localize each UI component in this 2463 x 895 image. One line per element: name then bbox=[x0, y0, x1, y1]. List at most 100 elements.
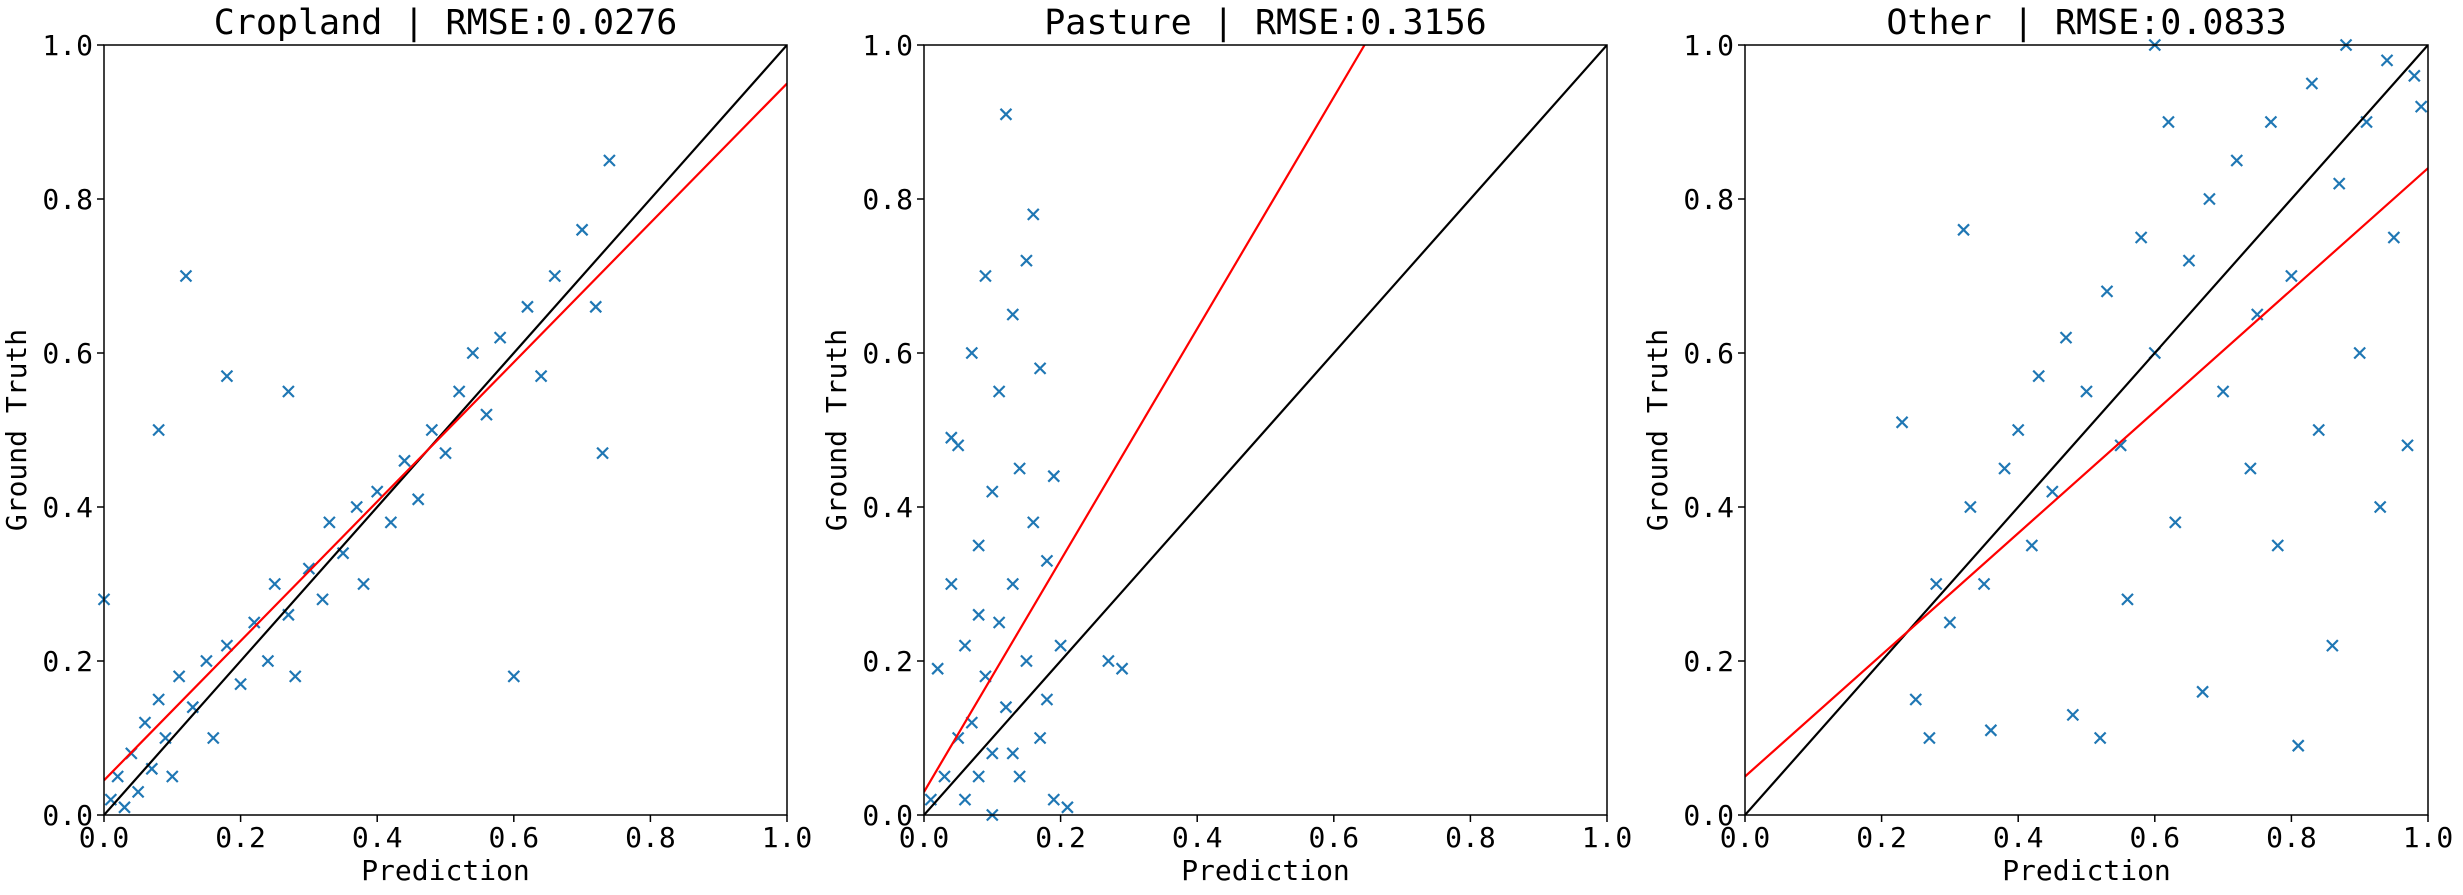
scatter-point bbox=[958, 793, 972, 806]
scatter-point bbox=[534, 369, 548, 383]
scatter-point bbox=[938, 770, 951, 783]
scatter-point bbox=[111, 770, 124, 783]
y-tick-label: 0.4 bbox=[42, 491, 93, 524]
scatter-point bbox=[986, 747, 999, 760]
scatter-point bbox=[2121, 593, 2134, 606]
scatter-point bbox=[2408, 69, 2421, 83]
scatter-point bbox=[2134, 231, 2148, 244]
scatter-point bbox=[131, 785, 145, 799]
scatter-point bbox=[282, 385, 295, 398]
scatter-point bbox=[2203, 192, 2216, 206]
scatter-point bbox=[1984, 724, 1998, 737]
scatter-point bbox=[1020, 654, 1033, 668]
scatter-point bbox=[999, 108, 1013, 121]
x-tick-label: 0.4 bbox=[352, 821, 403, 854]
scatter-point bbox=[234, 677, 247, 691]
scatter-point bbox=[1033, 731, 1047, 745]
scatter-point bbox=[2032, 369, 2045, 383]
x-tick-label: 0.0 bbox=[79, 821, 130, 854]
scatter-point bbox=[2169, 516, 2182, 529]
scatter-point bbox=[2285, 269, 2298, 283]
scatter-point bbox=[261, 654, 275, 668]
scatter-point bbox=[179, 269, 193, 283]
y-axis-label: Ground Truth bbox=[1641, 329, 1674, 531]
scatter-point bbox=[1047, 793, 1061, 806]
scatter-point bbox=[2114, 439, 2127, 452]
scatter-point bbox=[2216, 385, 2230, 398]
scatter-point bbox=[493, 331, 507, 344]
scatter-point bbox=[2162, 115, 2175, 129]
fit-line bbox=[1745, 45, 2428, 815]
scatter-point bbox=[1047, 469, 1061, 483]
scatter-point bbox=[992, 616, 1006, 629]
y-tick-label: 1.0 bbox=[1683, 29, 1734, 62]
scatter-point bbox=[439, 446, 452, 460]
x-tick-label: 0.4 bbox=[1993, 821, 2044, 854]
scatter-point bbox=[1957, 223, 1970, 237]
scatter-point bbox=[370, 485, 384, 498]
scatter-point bbox=[323, 516, 336, 529]
x-tick-label: 0.6 bbox=[489, 821, 540, 854]
chart-title: Pasture | RMSE:0.3156 bbox=[1044, 3, 1487, 43]
scatter-point bbox=[316, 593, 329, 606]
scatter-point bbox=[2093, 731, 2107, 745]
scatter-point bbox=[1061, 801, 1074, 814]
scatter-point bbox=[2373, 500, 2387, 514]
y-tick-label: 0.2 bbox=[42, 645, 93, 678]
scatter-point bbox=[268, 577, 282, 591]
scatter-point bbox=[2387, 231, 2401, 244]
scatter-point bbox=[2312, 423, 2325, 437]
scatter-point bbox=[986, 485, 999, 498]
x-tick-label: 1.0 bbox=[762, 821, 813, 854]
axes-frame bbox=[103, 44, 788, 816]
scatter-point bbox=[1054, 639, 1067, 652]
scatter-point bbox=[452, 385, 466, 398]
scatter-point bbox=[1033, 362, 1047, 375]
y-axis-label: Ground Truth bbox=[820, 329, 853, 531]
scatter-point bbox=[945, 431, 958, 444]
scatter-point bbox=[972, 539, 985, 552]
scatter-point bbox=[958, 639, 972, 652]
scatter-point bbox=[1006, 308, 1020, 321]
x-axis-label: Prediction bbox=[1181, 854, 1350, 887]
scatter-point bbox=[945, 577, 958, 591]
chart-title: Cropland | RMSE:0.0276 bbox=[214, 3, 678, 43]
x-tick-label: 1.0 bbox=[2403, 821, 2454, 854]
scatter-point bbox=[2271, 539, 2285, 552]
scatter-point bbox=[2025, 539, 2039, 552]
scatter-point bbox=[288, 670, 302, 683]
scatter-point bbox=[2080, 385, 2093, 398]
fit-line bbox=[924, 45, 1366, 793]
scatter-point bbox=[521, 300, 534, 314]
scatter-point bbox=[2230, 154, 2244, 167]
y-tick-label: 0.6 bbox=[1683, 337, 1734, 370]
scatter-point bbox=[152, 693, 165, 706]
scatter-point bbox=[2332, 177, 2346, 190]
scatter-point bbox=[118, 801, 131, 814]
scatter-point bbox=[357, 577, 370, 591]
scatter-point bbox=[384, 516, 398, 529]
scatter-point bbox=[1013, 770, 1026, 783]
y-tick-label: 1.0 bbox=[862, 29, 913, 62]
scatter-point bbox=[507, 670, 521, 683]
x-tick-label: 0.8 bbox=[625, 821, 676, 854]
y-tick-label: 1.0 bbox=[42, 29, 93, 62]
y-tick-label: 0.0 bbox=[1683, 799, 1734, 832]
x-tick-label: 0.6 bbox=[2130, 821, 2181, 854]
scatter-point bbox=[138, 716, 152, 729]
scatter-point bbox=[2291, 739, 2305, 752]
scatter-point bbox=[480, 408, 493, 421]
scatter-point bbox=[589, 300, 603, 314]
scatter-point bbox=[398, 454, 411, 468]
scatter-point bbox=[2100, 285, 2114, 298]
scatter-point bbox=[1006, 577, 1020, 591]
scatter-point bbox=[2380, 54, 2394, 67]
scatter-point bbox=[972, 608, 985, 622]
x-tick-label: 0.8 bbox=[2266, 821, 2317, 854]
scatter-point bbox=[2011, 423, 2025, 437]
scatter-point bbox=[466, 346, 480, 360]
scatter-point bbox=[999, 700, 1013, 714]
scatter-point bbox=[2353, 346, 2366, 360]
y-tick-label: 0.4 bbox=[1683, 491, 1734, 524]
scatter-point bbox=[1006, 747, 1020, 760]
